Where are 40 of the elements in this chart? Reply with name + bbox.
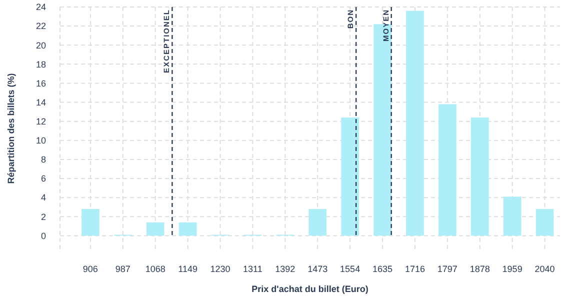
x-tick-label: 1959	[502, 264, 522, 274]
y-axis-title: Répartition des billets (%)	[6, 73, 16, 184]
bar	[308, 209, 327, 236]
y-tick-label: 20	[36, 40, 46, 50]
bar	[82, 209, 100, 236]
y-tick-label: 8	[40, 154, 46, 165]
bar	[406, 10, 424, 236]
x-tick-label: 987	[115, 264, 130, 274]
x-tick-label: 1149	[178, 264, 198, 274]
bar	[503, 196, 522, 236]
x-tick-label: 2040	[534, 264, 555, 274]
x-tick-label: 1392	[275, 264, 296, 274]
bar	[146, 222, 164, 236]
x-tick-label: 1797	[437, 264, 458, 274]
y-tick-label: 14	[36, 97, 46, 108]
bar	[178, 222, 197, 236]
y-tick-label: 0	[40, 230, 46, 241]
x-tick-label: 1311	[243, 264, 262, 274]
y-tick-label: 18	[36, 59, 46, 70]
x-tick-label: 906	[82, 264, 98, 274]
x-tick-label: 1473	[308, 264, 328, 274]
y-tick-label: 4	[40, 192, 46, 203]
y-tick-label: 22	[36, 21, 46, 32]
x-tick-label: 1068	[145, 264, 166, 274]
x-tick-label: 1554	[340, 264, 360, 274]
y-tick-label: 10	[36, 136, 46, 146]
bar	[341, 118, 359, 236]
y-tick-label: 6	[40, 174, 46, 184]
x-tick-label: 1878	[470, 264, 490, 274]
x-tick-label: 1716	[404, 264, 425, 274]
bar	[438, 104, 456, 236]
bar	[536, 209, 554, 236]
x-tick-label: 1230	[210, 264, 230, 274]
x-axis-title: Prix d'achat du billet (Euro)	[252, 284, 368, 294]
y-tick-label: 24	[36, 2, 46, 12]
y-tick-label: 16	[36, 78, 46, 88]
x-tick-label: 1635	[372, 264, 393, 274]
y-tick-label: 2	[40, 212, 46, 222]
bar	[470, 118, 489, 236]
y-tick-label: 12	[36, 116, 46, 127]
